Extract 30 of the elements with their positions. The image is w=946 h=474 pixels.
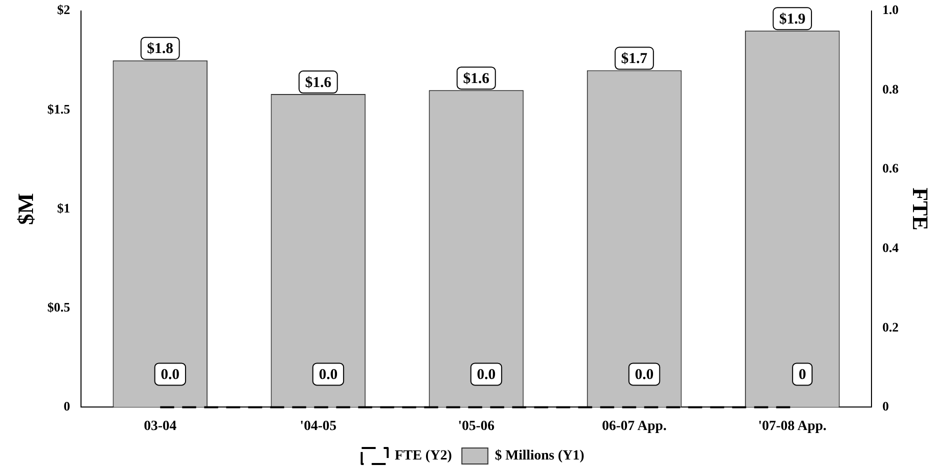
data-label: $1.6 [305, 74, 332, 91]
y-tick-label: $1 [57, 200, 70, 216]
x-tick-label: 06-07 App. [602, 419, 667, 434]
y2-tick-label: 0.2 [882, 319, 899, 334]
data-label: 0 [798, 367, 806, 384]
data-label: $1.6 [463, 70, 490, 87]
y2-tick-label: 0.6 [882, 160, 900, 176]
x-tick-label: '07-08 App. [758, 419, 827, 434]
data-label: 0.0 [476, 367, 496, 384]
y-tick-label: $0.5 [47, 299, 71, 314]
y2-tick-label: 0.8 [882, 81, 900, 96]
x-tick-label: '04-05 [300, 419, 336, 434]
y2-tick-label: 0.4 [882, 240, 900, 255]
data-label: $1.8 [147, 41, 174, 58]
data-label: $1.9 [779, 11, 806, 28]
data-label: 0.0 [318, 367, 338, 384]
data-label: 0.0 [634, 367, 654, 384]
x-tick-label: '05-06 [458, 419, 495, 434]
legend-label: $ Millions (Y1) [494, 448, 585, 464]
data-label: 0.0 [160, 367, 180, 384]
y-tick-label: $1.5 [47, 101, 71, 116]
y-tick-label: $2 [57, 2, 70, 18]
y2-axis-title: FTE [908, 188, 934, 230]
y-tick-label: 0 [64, 398, 70, 414]
data-label: $1.7 [621, 51, 648, 68]
legend-label: FTE (Y2) [394, 448, 452, 464]
x-tick-label: 03-04 [144, 419, 177, 434]
y-axis-title: $M [12, 192, 38, 225]
y2-tick-label: 0 [882, 398, 889, 414]
y2-tick-label: 1.0 [882, 2, 899, 18]
